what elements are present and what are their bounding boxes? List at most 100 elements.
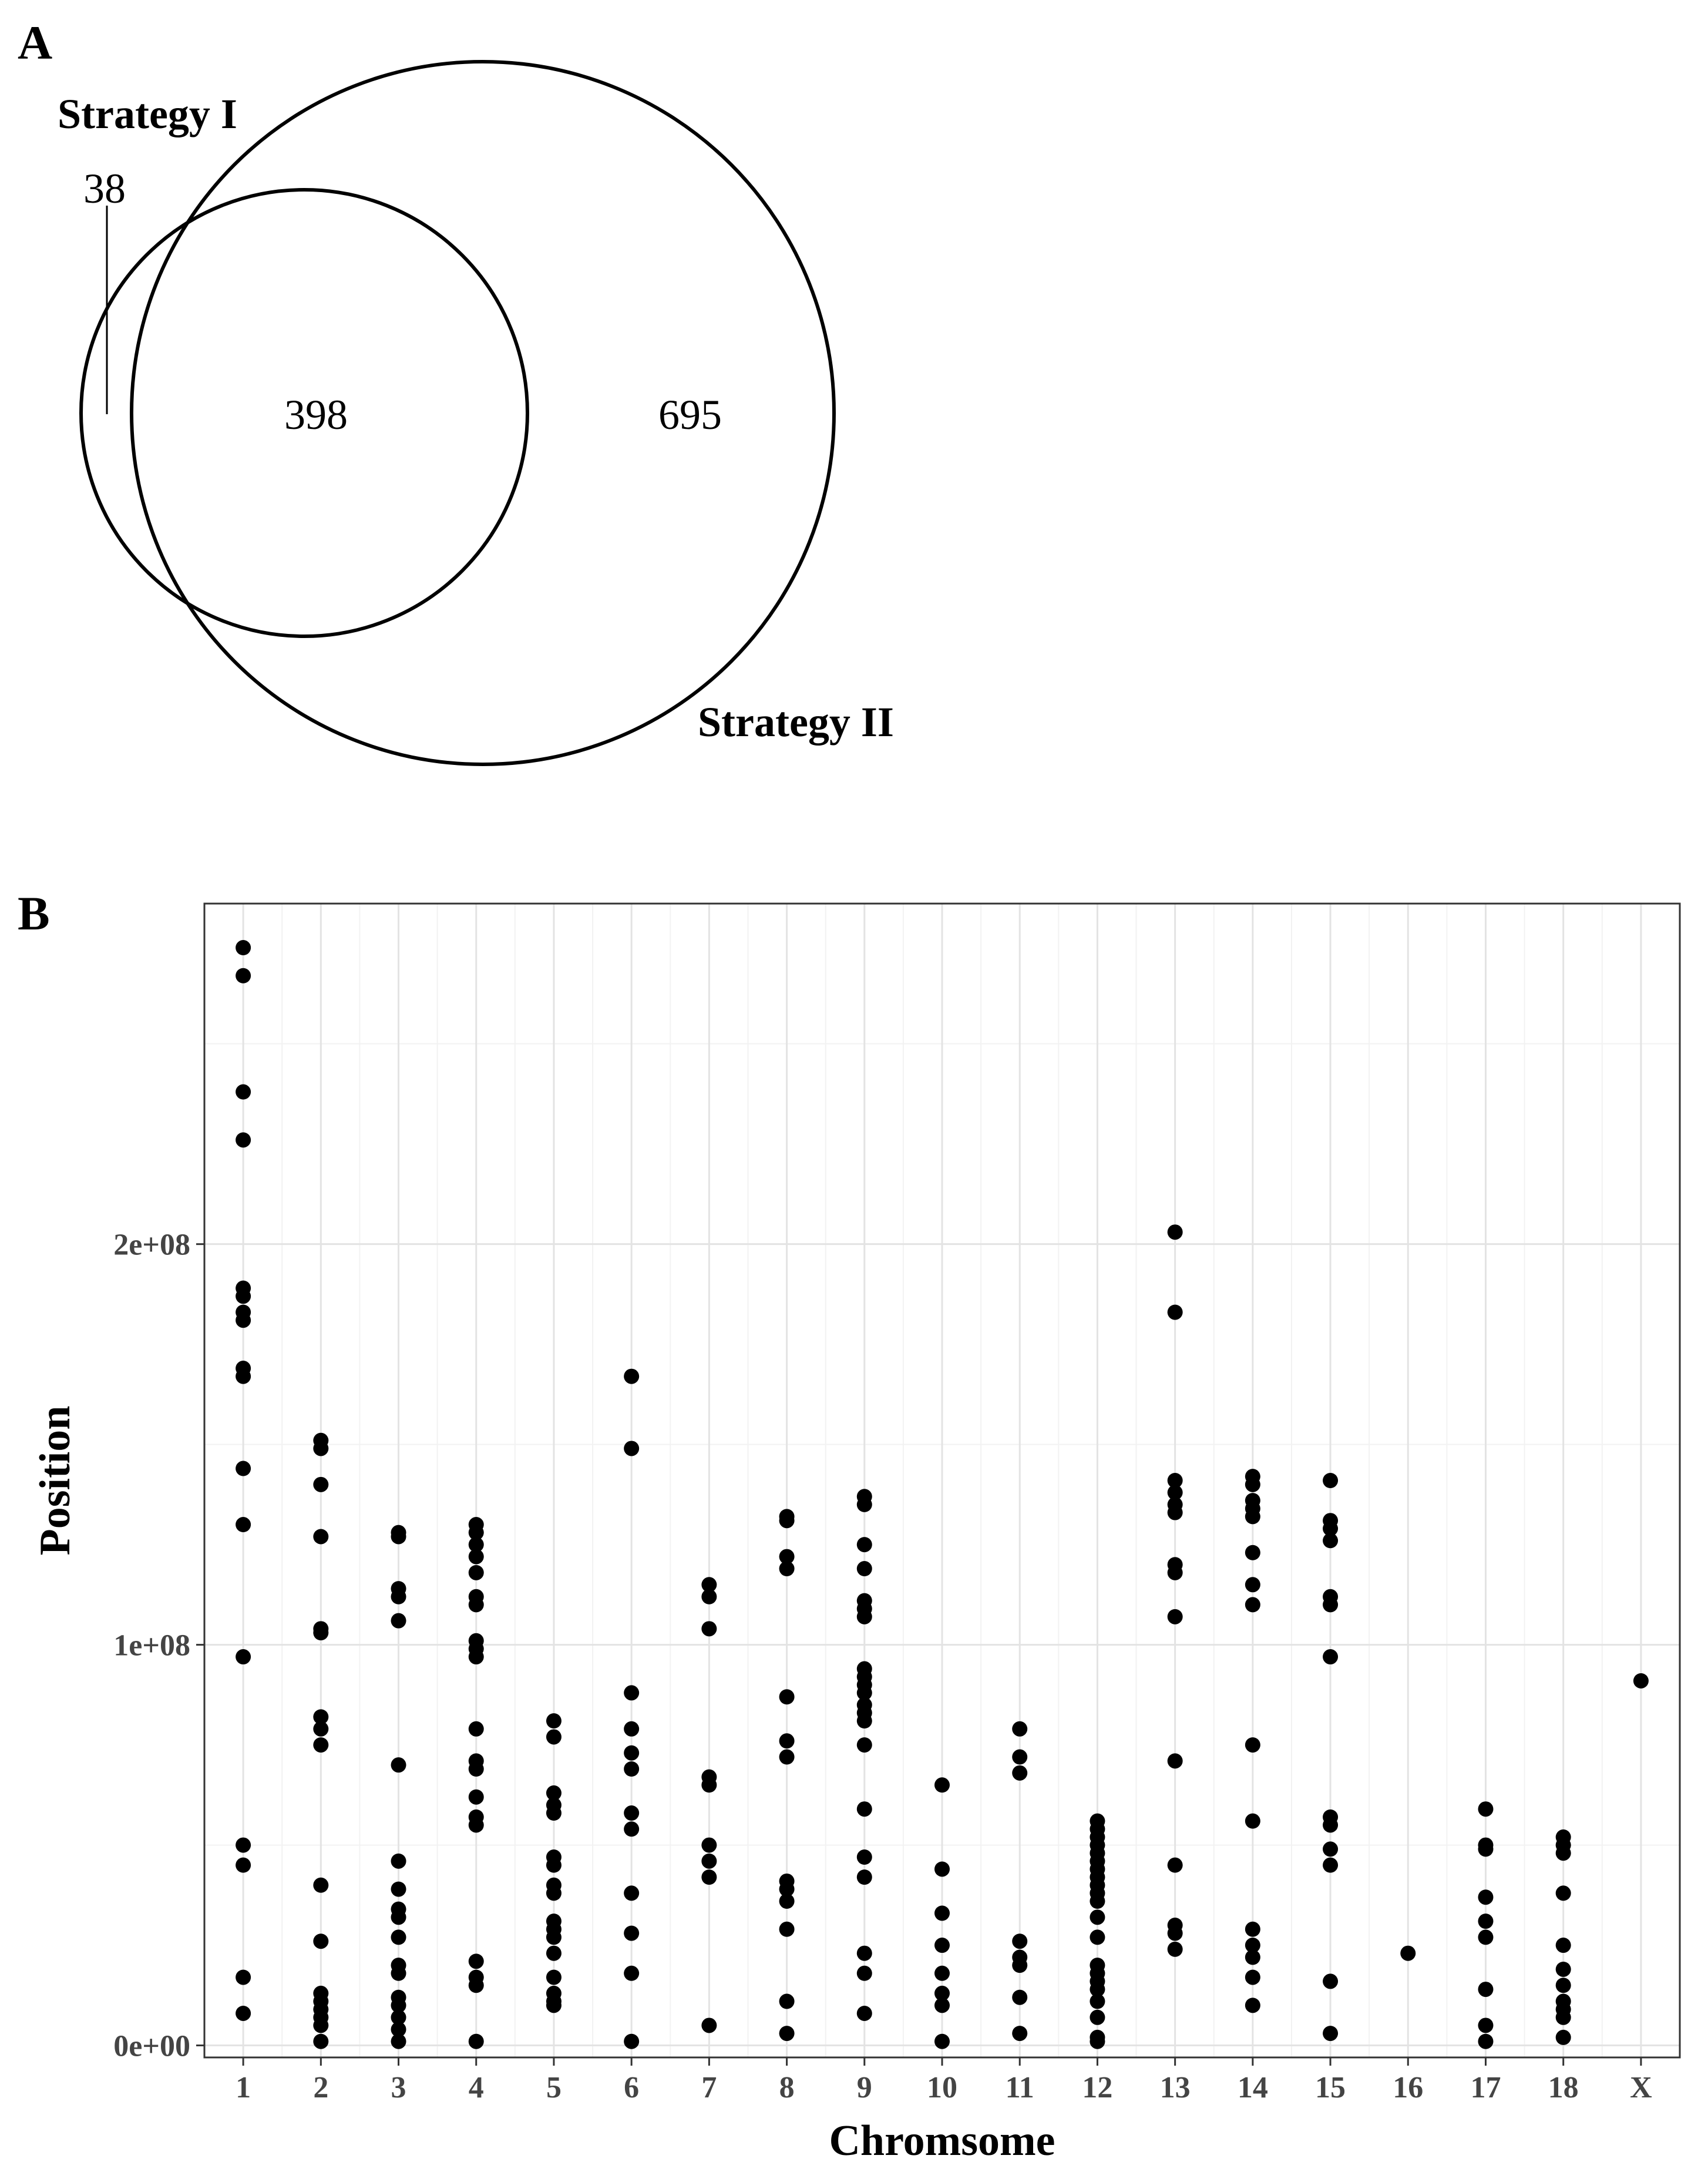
data-point <box>779 1921 795 1937</box>
data-point <box>313 1737 329 1753</box>
data-point <box>313 1441 329 1456</box>
data-point <box>1323 1857 1339 1873</box>
data-point <box>779 1733 795 1749</box>
data-point <box>313 2033 329 2049</box>
data-point <box>779 1881 795 1897</box>
data-point <box>391 2009 406 2025</box>
data-point <box>701 1589 717 1604</box>
data-point <box>1012 1749 1028 1765</box>
data-point <box>1555 1978 1571 1993</box>
data-point <box>934 1985 950 2001</box>
data-point <box>624 1685 640 1701</box>
data-point <box>1245 1545 1260 1560</box>
data-point <box>313 1709 329 1725</box>
x-tick-label: 7 <box>701 2071 717 2104</box>
x-tick-label: 11 <box>1006 2071 1034 2104</box>
data-point <box>1167 1857 1183 1873</box>
data-point <box>391 1881 406 1897</box>
data-point <box>1323 1533 1339 1549</box>
data-point <box>1478 1841 1494 1857</box>
data-point <box>1478 2033 1494 2049</box>
x-tick-label: 3 <box>391 2071 406 2104</box>
data-point <box>856 1869 872 1885</box>
x-tick-label: 14 <box>1238 2071 1268 2104</box>
data-point <box>856 1537 872 1553</box>
data-point <box>313 1933 329 1949</box>
data-point <box>1555 1961 1571 1977</box>
x-tick-label: 13 <box>1160 2071 1191 2104</box>
data-point <box>856 2005 872 2021</box>
data-point <box>1323 1817 1339 1833</box>
data-point <box>1090 2009 1105 2025</box>
data-point <box>468 1649 484 1665</box>
data-point <box>391 1998 406 2013</box>
strategy-ii-circle <box>130 60 836 766</box>
data-point <box>1633 1673 1649 1688</box>
data-point <box>624 1368 640 1384</box>
data-point <box>1012 1989 1028 2005</box>
x-tick-label: 16 <box>1393 2071 1423 2104</box>
data-point <box>856 1945 872 1961</box>
data-point <box>1090 1909 1105 1925</box>
data-point <box>934 2033 950 2049</box>
data-point <box>1478 1982 1494 1998</box>
data-point <box>934 1861 950 1877</box>
data-point <box>391 2022 406 2037</box>
data-point <box>624 1721 640 1737</box>
data-point <box>468 1549 484 1565</box>
data-point <box>1555 2029 1571 2045</box>
data-point <box>546 1729 562 1745</box>
x-tick-label: 18 <box>1548 2071 1579 2104</box>
data-point <box>236 1969 251 1985</box>
data-point <box>934 1777 950 1793</box>
data-point <box>313 1476 329 1492</box>
data-point <box>1167 1485 1183 1500</box>
data-point <box>236 1312 251 1328</box>
data-point <box>1167 1304 1183 1320</box>
data-point <box>1012 1765 1028 1781</box>
data-point <box>546 1998 562 2013</box>
data-point <box>624 2033 640 2049</box>
data-point <box>624 1441 640 1456</box>
data-point <box>391 1613 406 1629</box>
data-point <box>1167 1753 1183 1769</box>
data-point <box>1167 1505 1183 1520</box>
data-point <box>624 1965 640 1981</box>
data-point <box>236 1837 251 1853</box>
data-point <box>468 1537 484 1553</box>
data-point <box>236 2005 251 2021</box>
data-point <box>856 1849 872 1865</box>
data-point <box>856 1801 872 1817</box>
x-tick-label: 9 <box>857 2071 872 2104</box>
intersection-count: 398 <box>284 391 348 438</box>
data-point <box>1090 1929 1105 1945</box>
data-point <box>468 1721 484 1737</box>
data-point <box>779 1561 795 1577</box>
data-point <box>701 1869 717 1885</box>
data-point <box>1555 2009 1571 2025</box>
data-point <box>1245 1597 1260 1613</box>
data-point <box>624 1885 640 1901</box>
data-point <box>934 1938 950 1953</box>
data-point <box>236 1288 251 1304</box>
x-tick-label: 10 <box>927 2071 957 2104</box>
data-point <box>934 1965 950 1981</box>
data-point <box>1478 1801 1494 1817</box>
data-point <box>856 1609 872 1624</box>
data-point <box>546 1857 562 1873</box>
y-tick-label: 2e+08 <box>113 1228 190 1262</box>
data-point <box>468 1978 484 1993</box>
data-point <box>1478 1889 1494 1905</box>
y-axis-ticks: 0e+00 1e+08 2e+08 <box>113 1228 204 2063</box>
data-point <box>1478 2017 1494 2033</box>
strategy-ii-only-count: 695 <box>658 391 722 438</box>
data-point <box>779 2026 795 2042</box>
data-point <box>779 1993 795 2009</box>
data-point <box>779 1513 795 1529</box>
data-point <box>236 1649 251 1665</box>
venn-panel: A Strategy I 38 398 695 Strategy II <box>18 16 894 766</box>
data-point <box>856 1737 872 1753</box>
data-point <box>856 1685 872 1701</box>
data-point <box>779 1549 795 1565</box>
